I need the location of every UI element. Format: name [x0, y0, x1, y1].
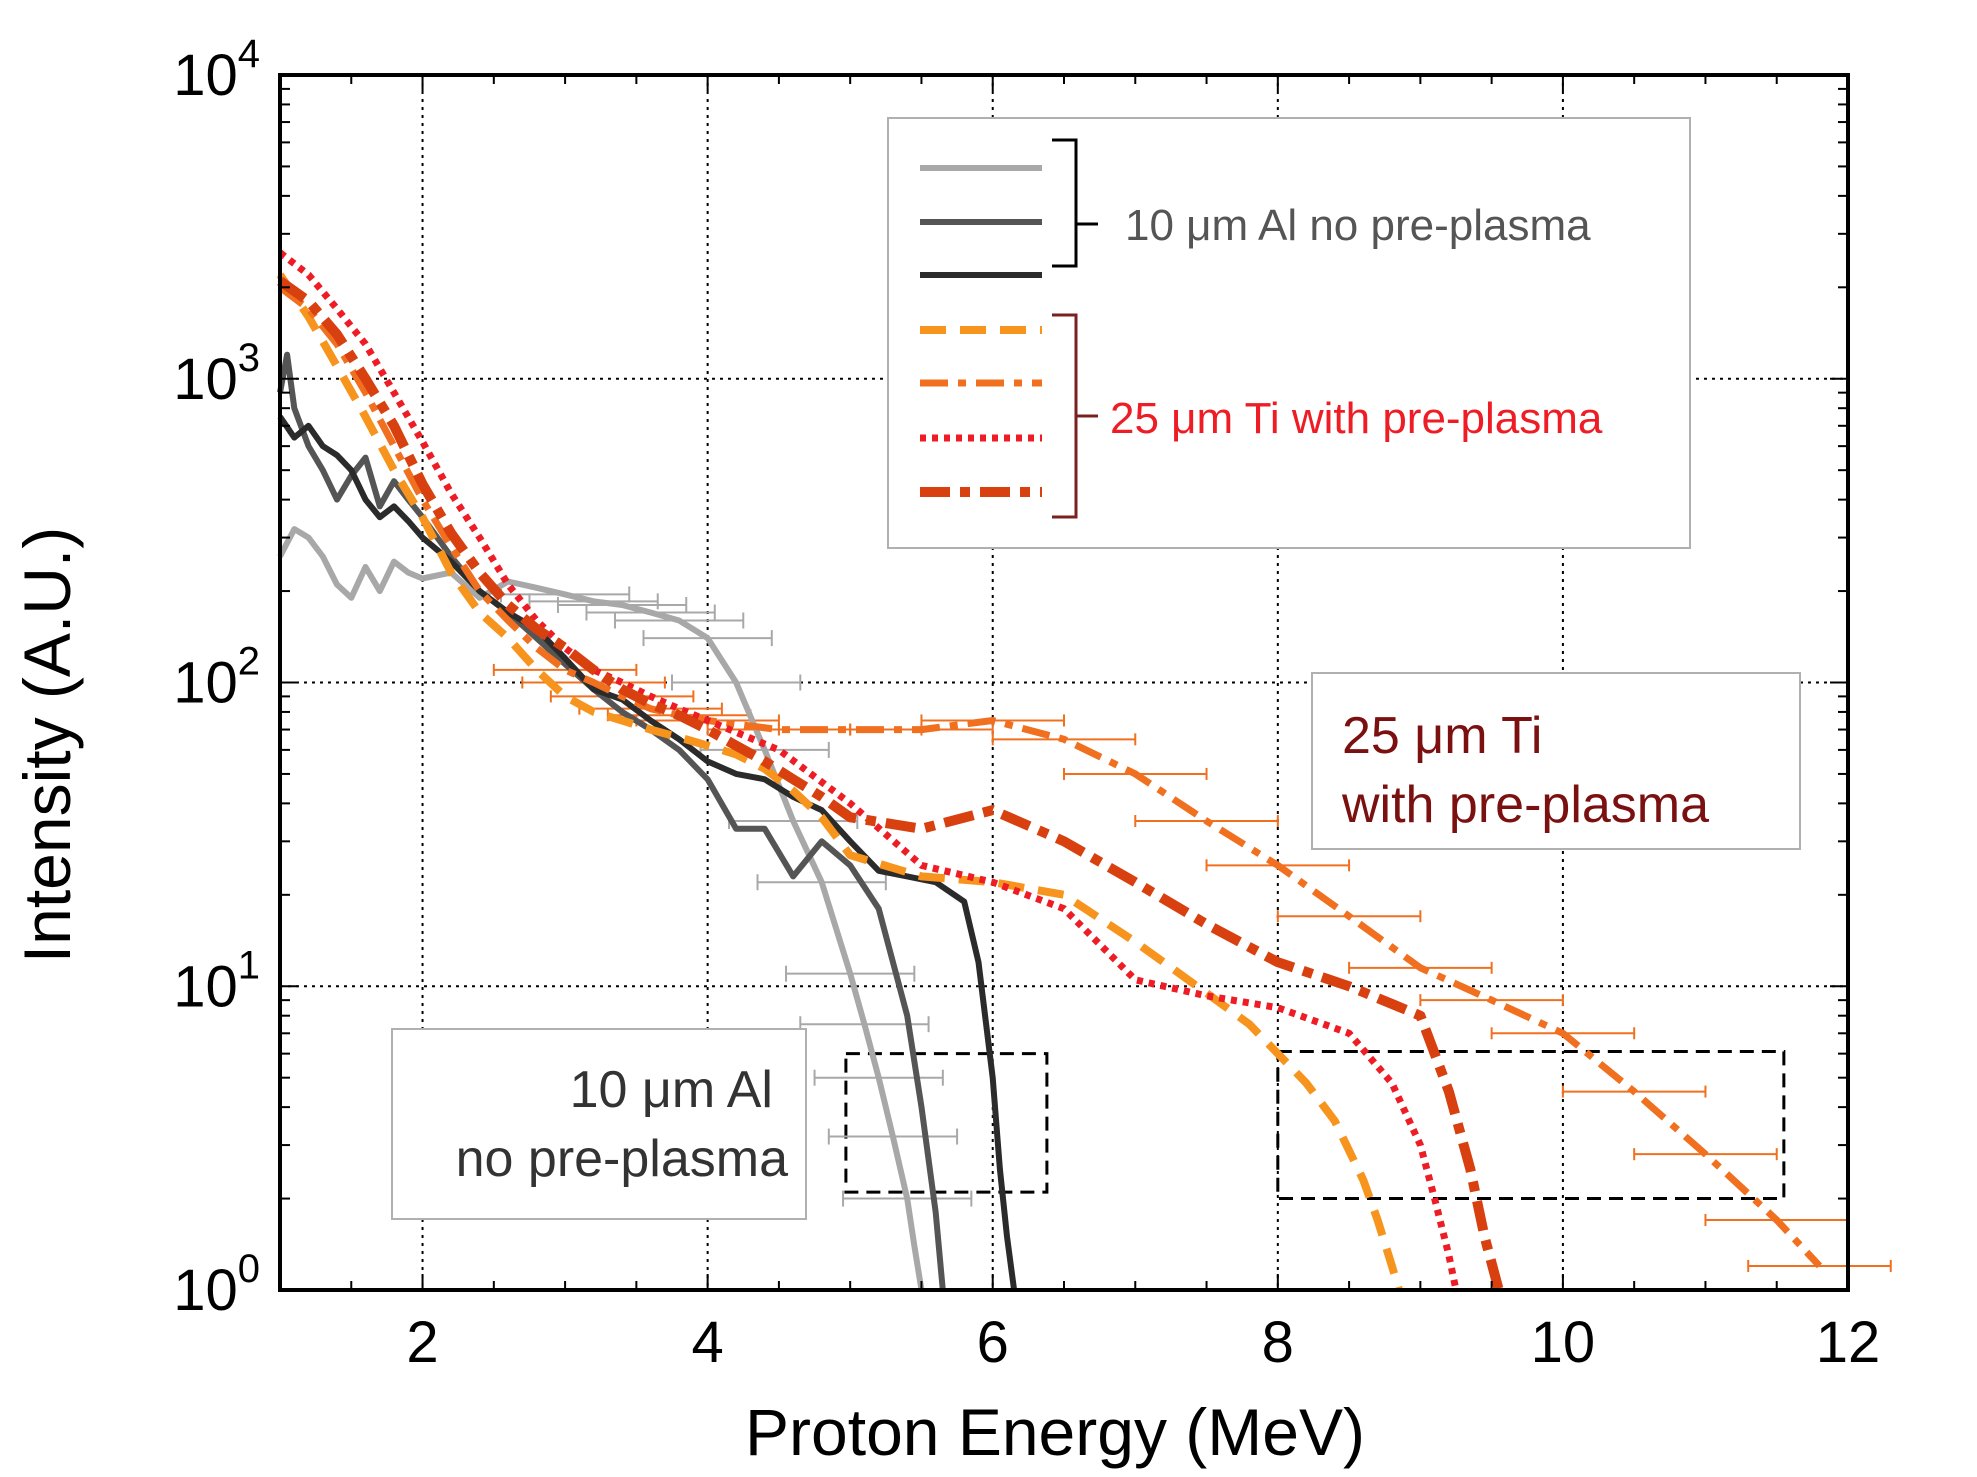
- series-line-5: [277, 284, 1823, 1269]
- annotation-al-line1: 10 μm Al: [570, 1061, 773, 1119]
- legend-swatches: [920, 165, 1042, 497]
- annotation-ti: 25 μm Ti with pre-plasma: [1311, 672, 1801, 850]
- legend-bracket-al: [1052, 138, 1098, 268]
- x-tick-label: 10: [1531, 1310, 1596, 1375]
- series-line-6: [277, 249, 1460, 1291]
- highlight-boxes: [844, 1049, 1786, 1201]
- y-tick-label: 102: [173, 640, 260, 716]
- x-axis-ticks: 2 4 6 8 10 12: [279, 75, 1881, 1375]
- x-tick-label: 2: [406, 1310, 438, 1375]
- legend-label-ti: 25 μm Ti with pre-plasma: [1110, 394, 1603, 443]
- series-line-2: [277, 351, 946, 1291]
- y-tick-label: 104: [173, 32, 260, 108]
- x-tick-label: 8: [1262, 1310, 1294, 1375]
- y-tick-label: 103: [173, 336, 260, 412]
- annotation-ti-line1: 25 μm Ti: [1342, 707, 1542, 765]
- annotation-ti-line2: with pre-plasma: [1341, 776, 1709, 834]
- legend-label-al: 10 μm Al no pre-plasma: [1125, 201, 1591, 250]
- annotation-al-box: [391, 1028, 807, 1220]
- x-tick-label: 4: [692, 1310, 724, 1375]
- annotation-al: 10 μm Al no pre-plasma: [391, 1028, 807, 1220]
- y-tick-label: 100: [173, 1247, 260, 1323]
- series-line-1: [277, 526, 925, 1291]
- x-tick-label: 6: [977, 1310, 1009, 1375]
- y-axis-title: Intensity (A.U.): [10, 527, 84, 963]
- legend: 10 μm Al no pre-plasma 25 μm Ti with pre…: [887, 117, 1691, 549]
- cutoff-box-al: [844, 1052, 1049, 1194]
- legend-bracket-ti: [1052, 313, 1098, 519]
- x-axis-title: Proton Energy (MeV): [745, 1395, 1365, 1469]
- cutoff-box-ti: [1276, 1049, 1786, 1201]
- y-axis-ticks: 100 101 102 103 104: [173, 32, 1848, 1323]
- annotation-ti-box: [1311, 672, 1801, 850]
- y-tick-label: 101: [173, 943, 260, 1019]
- x-tick-label: 12: [1816, 1310, 1881, 1375]
- annotation-al-line2: no pre-plasma: [456, 1130, 788, 1188]
- series-line-7: [277, 276, 1504, 1292]
- series-lines: [276, 249, 1823, 1292]
